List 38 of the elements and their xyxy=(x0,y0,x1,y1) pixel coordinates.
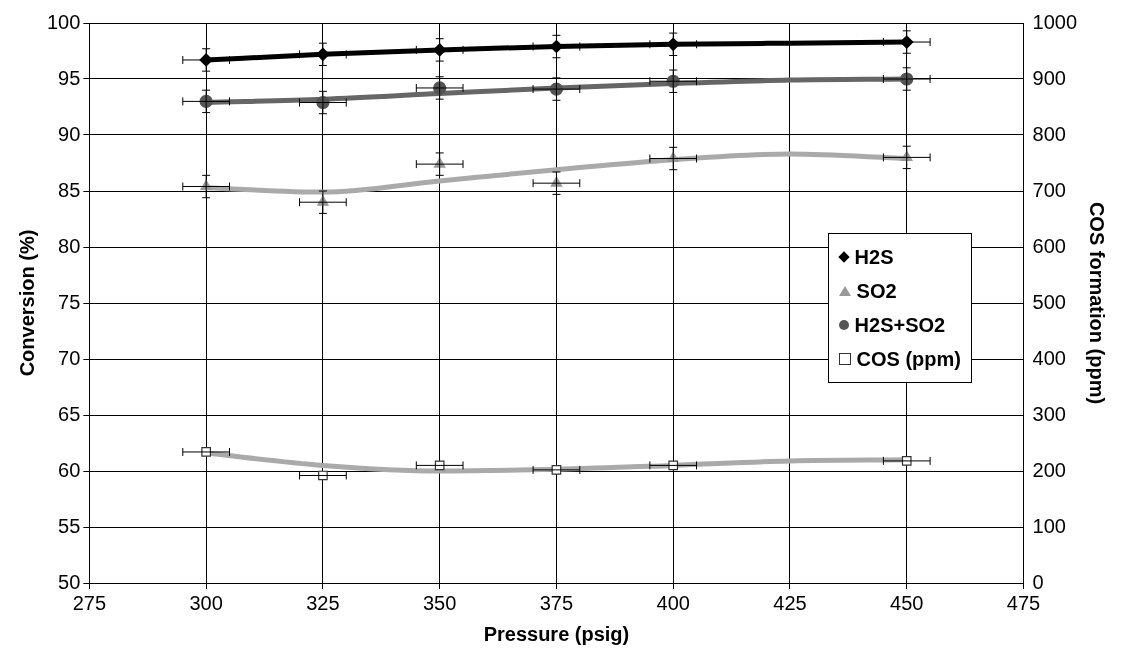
y2-tick-label: 600 xyxy=(1032,234,1066,257)
x-tick-label: 300 xyxy=(189,591,223,614)
y2-tick-label: 0 xyxy=(1032,570,1044,593)
x-tick-label: 425 xyxy=(773,591,807,614)
legend-label: SO2 xyxy=(856,279,897,304)
x-tick-label: 325 xyxy=(306,591,340,614)
legend-label: H2S xyxy=(854,245,894,270)
y-tick-label: 80 xyxy=(58,234,81,257)
y-tick-label: 50 xyxy=(58,570,81,593)
x-tick-label: 350 xyxy=(422,591,457,614)
y-tick-label: 75 xyxy=(58,290,81,313)
y-tick-label: 85 xyxy=(58,178,81,201)
x-tick-label: 400 xyxy=(656,591,690,614)
x-tick-label: 450 xyxy=(890,591,924,614)
legend-label: H2S+SO2 xyxy=(854,313,946,338)
y-tick-label: 100 xyxy=(46,10,81,33)
y2-tick-label: 200 xyxy=(1032,458,1066,481)
y-tick-label: 90 xyxy=(58,122,81,145)
y-tick-label: 55 xyxy=(58,514,81,537)
y2-tick-label: 800 xyxy=(1032,122,1066,145)
legend-label: COS (ppm) xyxy=(856,347,961,372)
y-tick-label: 95 xyxy=(58,66,81,89)
y2-tick-label: 700 xyxy=(1032,178,1066,201)
y2-tick-label: 1000 xyxy=(1032,10,1078,33)
y-tick-label: 60 xyxy=(58,458,81,481)
x-tick-label: 475 xyxy=(1006,591,1041,614)
y2-tick-label: 400 xyxy=(1032,346,1066,369)
y2-tick-label: 300 xyxy=(1032,402,1066,425)
y-tick-label: 70 xyxy=(58,346,81,369)
y2-tick-label: 900 xyxy=(1032,66,1066,89)
x-axis-title: Pressure (psig) xyxy=(483,622,630,645)
x-tick-label: 375 xyxy=(539,591,574,614)
y-tick-label: 65 xyxy=(58,402,81,425)
y2-axis-title: COS formation (ppm) xyxy=(1086,201,1109,405)
y2-tick-label: 100 xyxy=(1032,514,1066,537)
y2-tick-label: 500 xyxy=(1032,290,1066,313)
x-tick-label: 275 xyxy=(72,591,107,614)
y-axis-title: Conversion (%) xyxy=(15,229,38,377)
